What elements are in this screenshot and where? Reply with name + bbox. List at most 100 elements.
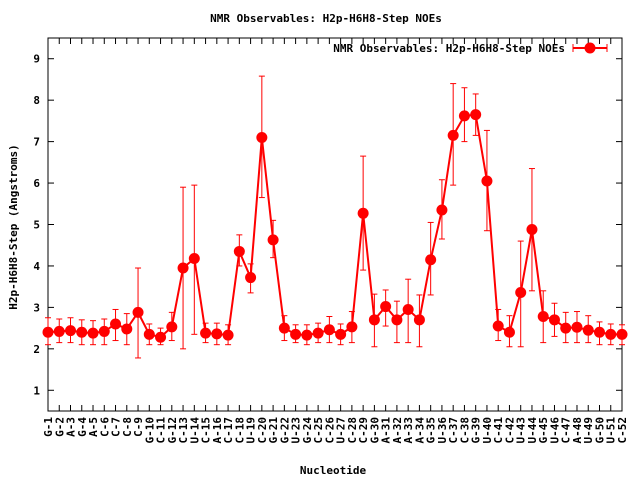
series-line [47,113,622,339]
data-point [425,254,437,266]
x-tick-label: C-41 [492,417,505,444]
x-tick-label: A-34 [413,417,426,444]
data-point [481,175,493,187]
y-tick-label: 9 [33,53,40,66]
data-point [143,328,155,340]
data-point [76,326,88,338]
data-point [267,234,279,246]
plot-area-frame [47,37,623,412]
data-point [335,328,347,340]
data-point [132,306,144,318]
data-point [121,323,133,335]
data-point [245,272,257,284]
data-point [357,207,369,219]
data-point [447,129,459,141]
data-point [301,329,313,341]
x-tick-label: G-30 [368,417,381,444]
y-tick-label: 2 [33,343,40,356]
y-tick-label: 8 [33,94,40,107]
x-tick-label: G-21 [267,417,280,444]
x-tick-label: C-11 [155,417,168,444]
x-tick-label: G-35 [425,417,438,444]
x-tick-label: G-1 [42,417,55,437]
x-tick-label: U-51 [605,417,618,444]
x-tick-label: U-19 [245,417,258,444]
data-point [368,314,380,326]
data-point [87,327,99,339]
data-point [380,301,392,313]
x-tick-label: G-10 [143,417,156,444]
data-point [200,327,212,339]
x-tick-label: G-2 [53,417,66,437]
x-tick-label: U-14 [188,417,201,444]
y-tick-label: 6 [33,177,40,190]
x-tick-label: U-27 [335,417,348,444]
data-point [605,328,617,340]
x-tick-label: C-9 [132,417,145,437]
data-point [515,286,527,298]
x-tick-label: C-37 [447,417,460,444]
y-axis-ticks: 1 2 3 4 5 6 7 8 9 [33,53,622,397]
y-tick-label: 5 [33,219,40,232]
data-point [290,328,302,340]
x-tick-label: U-43 [515,417,528,444]
x-tick-label: C-17 [222,417,235,444]
x-tick-label: G-50 [593,417,606,444]
data-point [526,223,538,235]
x-tick-label: C-47 [560,417,573,444]
data-point [391,314,403,326]
series-points [42,109,628,343]
x-axis-label: Nucleotide [300,464,367,477]
data-point [470,109,482,121]
x-tick-label: C-18 [233,417,246,444]
x-tick-label: A-16 [211,417,224,444]
data-point [323,324,335,336]
data-point [503,326,515,338]
x-tick-label: C-20 [256,417,269,444]
x-tick-label: C-38 [458,417,471,444]
legend: NMR Observables: H2p-H6H8-Step NOEs [333,42,608,55]
x-tick-label: C-8 [121,417,134,437]
x-tick-label: U-36 [436,417,449,444]
data-point [65,325,77,337]
data-point [402,303,414,315]
data-point [492,320,504,332]
y-tick-label: 7 [33,136,40,149]
data-point [42,326,54,338]
data-point [177,262,189,274]
data-point [582,324,594,336]
data-point [256,131,268,143]
data-point [413,314,425,326]
data-point [53,325,65,337]
data-point [166,321,178,333]
x-tick-label: C-26 [323,417,336,444]
x-tick-label: G-24 [301,417,314,444]
x-tick-label: U-40 [481,417,494,444]
x-tick-label: A-48 [571,417,584,444]
y-tick-label: 3 [33,301,40,314]
data-point [436,204,448,216]
x-tick-label: A-5 [87,417,100,437]
x-tick-label: G-45 [537,417,550,444]
x-tick-label: G-4 [76,417,89,437]
x-tick-label: U-46 [548,417,561,444]
x-tick-label: U-23 [290,417,303,444]
data-point [593,326,605,338]
x-tick-label: A-33 [402,417,415,444]
chart-title: NMR Observables: H2p-H6H8-Step NOEs [210,12,442,25]
x-tick-label: G-39 [470,417,483,444]
x-tick-label: C-29 [357,417,370,444]
legend-label: NMR Observables: H2p-H6H8-Step NOEs [333,42,565,55]
data-point [155,331,167,343]
x-tick-label: U-49 [582,417,595,444]
data-point [548,314,560,326]
y-tick-label: 4 [33,260,40,273]
x-axis-ticks: G-1G-2A-3G-4A-5C-6C-7C-8C-9G-10C-11G-12C… [42,38,629,444]
x-tick-label: C-7 [110,417,123,437]
data-point [278,322,290,334]
data-point [312,327,324,339]
x-tick-label: G-22 [278,417,291,444]
x-tick-label: C-6 [98,417,111,437]
data-point [98,325,110,337]
